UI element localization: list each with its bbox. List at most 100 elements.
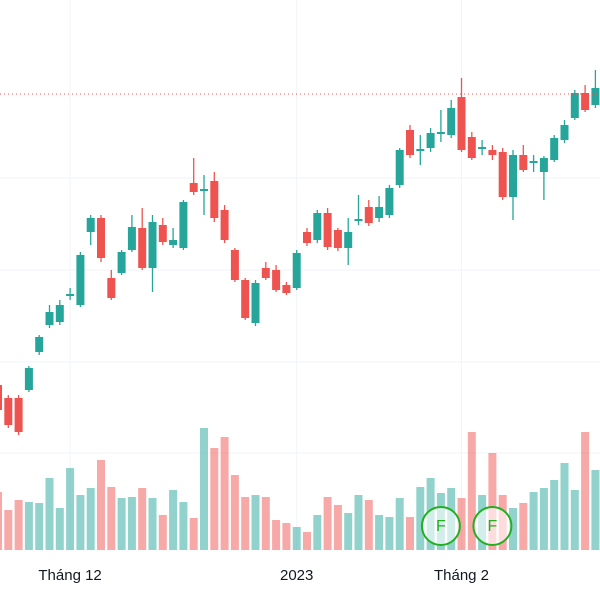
candle-body <box>117 252 126 273</box>
candle-body <box>375 207 384 218</box>
candle <box>539 156 548 200</box>
volume-bar <box>313 515 322 550</box>
candle <box>333 228 342 251</box>
volume-bar <box>261 497 270 550</box>
volume-bar <box>467 432 476 550</box>
candle-body <box>0 385 2 410</box>
candle-body <box>179 202 188 248</box>
candle <box>210 172 219 222</box>
candle-body <box>107 278 116 298</box>
candle <box>107 270 116 300</box>
candle-body <box>550 138 559 160</box>
volume-bar <box>570 490 579 550</box>
candle-body <box>457 97 466 150</box>
candle-body <box>519 155 528 170</box>
volume-bar <box>529 492 538 550</box>
candle-body <box>261 268 270 278</box>
volume-bar <box>457 498 466 550</box>
candle-body <box>138 228 147 268</box>
candle <box>86 215 95 245</box>
volume-bar <box>45 478 54 550</box>
volume-bar <box>323 497 332 550</box>
volume-bar <box>148 498 157 550</box>
candle-body <box>570 93 579 118</box>
volume-bar <box>138 488 147 550</box>
candle-body <box>581 93 590 110</box>
candle-body <box>323 213 332 247</box>
volume-bar <box>488 453 497 550</box>
candle <box>581 85 590 112</box>
candle <box>35 335 44 355</box>
candle-body <box>210 181 219 218</box>
candle-body <box>354 219 363 221</box>
candle-body <box>313 213 322 240</box>
candle-body <box>14 398 23 432</box>
volume-bar <box>519 503 528 550</box>
volume-bar <box>107 487 116 550</box>
candle <box>385 185 394 218</box>
candle <box>272 265 281 292</box>
volume-bar <box>14 500 23 550</box>
volume-bar <box>0 492 2 550</box>
volume-bar <box>539 488 548 550</box>
candle-body <box>591 88 600 105</box>
volume-bar <box>416 487 425 550</box>
candle-body <box>272 270 281 290</box>
candle <box>570 90 579 120</box>
volume-bar <box>230 475 239 550</box>
candle <box>76 252 85 307</box>
candle <box>189 158 198 195</box>
candle <box>416 135 425 165</box>
candle <box>55 300 64 325</box>
candle <box>138 208 147 270</box>
volume-bar <box>509 508 517 550</box>
candle-body <box>97 218 105 258</box>
candle <box>591 70 600 108</box>
candle-body <box>127 227 136 250</box>
volume-bar <box>169 490 178 550</box>
candle <box>24 366 33 392</box>
candle <box>529 155 538 172</box>
volume-bar <box>581 432 590 550</box>
candle-body <box>467 137 476 158</box>
candle <box>200 175 208 215</box>
candle <box>66 288 75 300</box>
candle-body <box>509 155 517 197</box>
candle <box>488 145 497 160</box>
volume-bar <box>385 517 394 550</box>
volume-bar <box>4 510 13 550</box>
candle <box>467 132 476 160</box>
candle-body <box>200 189 208 191</box>
volume-bar <box>375 515 384 550</box>
candle <box>447 100 456 138</box>
volume-bar <box>395 498 404 550</box>
volume-bar <box>303 532 311 550</box>
candle <box>395 148 404 188</box>
candle-body <box>539 158 548 172</box>
volume-bar <box>97 460 105 550</box>
candle-body <box>364 207 373 223</box>
candle <box>117 250 126 275</box>
candle-body <box>35 337 44 352</box>
candle-body <box>241 280 250 318</box>
volume-bar <box>591 470 600 550</box>
volume-bar <box>406 517 414 550</box>
candle-body <box>292 253 301 288</box>
x-tick-label: 2023 <box>280 567 313 584</box>
candle <box>323 208 332 250</box>
candle-body <box>488 150 497 155</box>
candle <box>230 248 239 282</box>
candle-body <box>478 147 487 149</box>
volume-bar <box>364 500 373 550</box>
candle-body <box>395 150 404 185</box>
volume-bar <box>66 468 75 550</box>
candle-body <box>447 108 456 135</box>
candle <box>364 200 373 226</box>
candle <box>426 128 435 152</box>
volume-bar <box>220 437 229 550</box>
x-tick-label: Tháng 2 <box>434 567 489 584</box>
volume-bar <box>251 495 260 550</box>
candle-body <box>55 305 64 322</box>
volume-bar <box>24 502 33 550</box>
candle-body <box>189 183 198 192</box>
